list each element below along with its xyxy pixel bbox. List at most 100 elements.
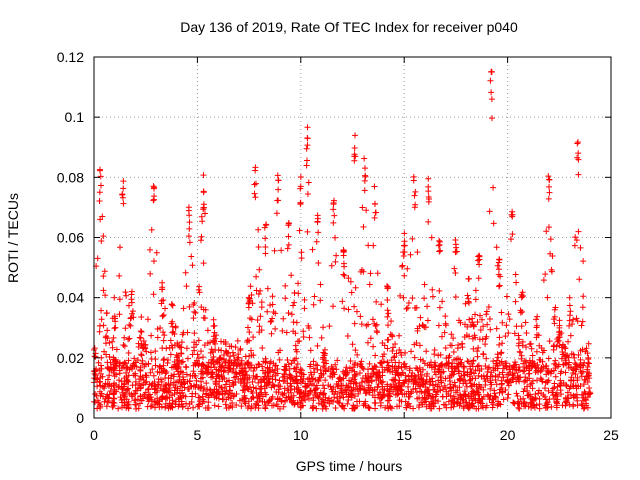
- data-point: [267, 369, 274, 376]
- data-point: [185, 405, 192, 412]
- data-point: [315, 260, 322, 267]
- data-point: [521, 378, 528, 385]
- data-point: [281, 366, 288, 373]
- data-point: [384, 313, 391, 320]
- data-point: [111, 380, 118, 387]
- data-point: [202, 210, 209, 217]
- data-point: [190, 301, 197, 308]
- data-point: [148, 382, 155, 389]
- data-point: [562, 345, 569, 352]
- data-point: [533, 402, 540, 409]
- data-point: [252, 164, 259, 171]
- data-point: [197, 384, 204, 391]
- data-point: [460, 380, 467, 387]
- data-point: [241, 399, 248, 406]
- data-point: [155, 381, 162, 388]
- data-point: [484, 321, 491, 328]
- data-point: [441, 382, 448, 389]
- data-point: [475, 275, 482, 282]
- data-point: [110, 370, 117, 377]
- data-point: [387, 331, 394, 338]
- data-point: [267, 318, 274, 325]
- data-point: [198, 378, 205, 385]
- data-point: [374, 329, 381, 336]
- data-point: [143, 378, 150, 385]
- data-point: [407, 403, 414, 410]
- data-point: [483, 355, 490, 362]
- data-point: [162, 395, 169, 402]
- data-point: [497, 273, 504, 280]
- data-point: [110, 391, 117, 398]
- data-point: [365, 379, 372, 386]
- data-point: [111, 373, 118, 380]
- data-point: [298, 403, 305, 410]
- data-point: [91, 353, 98, 360]
- data-point: [431, 366, 438, 373]
- data-point: [247, 315, 254, 322]
- data-point: [246, 352, 253, 359]
- data-point: [279, 327, 286, 334]
- data-point: [530, 401, 537, 408]
- data-point: [370, 370, 377, 377]
- data-point: [259, 367, 266, 374]
- data-point: [100, 273, 107, 280]
- data-point: [290, 392, 297, 399]
- data-point: [255, 244, 262, 251]
- data-point: [415, 381, 422, 388]
- data-point: [411, 378, 418, 385]
- data-point: [563, 399, 570, 406]
- data-point: [331, 197, 338, 204]
- data-point: [401, 272, 408, 279]
- data-point: [174, 340, 181, 347]
- data-point: [211, 329, 218, 336]
- data-point: [101, 268, 108, 275]
- data-point: [458, 372, 465, 379]
- data-point: [356, 370, 363, 377]
- data-point: [456, 384, 463, 391]
- data-point: [438, 377, 445, 384]
- data-point: [578, 322, 585, 329]
- data-point: [452, 389, 459, 396]
- data-point: [274, 366, 281, 373]
- data-point: [273, 401, 280, 408]
- data-point: [372, 405, 379, 412]
- data-point: [539, 358, 546, 365]
- data-point: [421, 360, 428, 367]
- data-point: [120, 342, 127, 349]
- data-point: [212, 381, 219, 388]
- data-point: [317, 297, 324, 304]
- data-point: [579, 304, 586, 311]
- data-point: [425, 218, 432, 225]
- data-point: [482, 341, 489, 348]
- data-point: [369, 374, 376, 381]
- data-point: [483, 308, 490, 315]
- data-point: [339, 402, 346, 409]
- data-point: [562, 369, 569, 376]
- data-point: [490, 220, 497, 227]
- data-point: [180, 392, 187, 399]
- data-point: [352, 284, 359, 291]
- data-point: [412, 188, 419, 195]
- data-point: [285, 394, 292, 401]
- data-point: [116, 296, 123, 303]
- data-point: [203, 390, 210, 397]
- data-point: [524, 377, 531, 384]
- data-point: [466, 316, 473, 323]
- data-point: [534, 361, 541, 368]
- data-point: [307, 361, 314, 368]
- data-point: [119, 191, 126, 198]
- data-point: [545, 355, 552, 362]
- data-point: [533, 324, 540, 331]
- data-point: [465, 295, 472, 302]
- data-point: [160, 311, 167, 318]
- data-point: [409, 235, 416, 242]
- data-point: [373, 321, 380, 328]
- data-point: [250, 372, 257, 379]
- data-point: [319, 401, 326, 408]
- data-point: [573, 391, 580, 398]
- data-point: [556, 324, 563, 331]
- data-point: [159, 394, 166, 401]
- data-point: [160, 357, 167, 364]
- data-point: [585, 359, 592, 366]
- data-point: [162, 404, 169, 411]
